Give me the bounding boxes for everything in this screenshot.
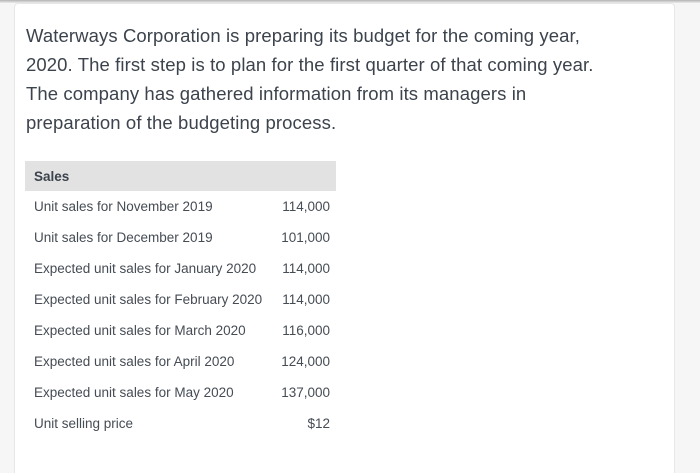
sales-table-header: Sales — [25, 161, 336, 191]
row-label: Expected unit sales for January 2020 — [34, 261, 257, 276]
row-value: 114,000 — [282, 199, 330, 214]
intro-line: preparation of the budgeting process. — [26, 112, 337, 133]
intro-line: 2020. The first step is to plan for the … — [26, 54, 594, 75]
row-value: 124,000 — [281, 354, 330, 369]
table-row: Expected unit sales for February 2020 11… — [25, 284, 336, 315]
window-top-border — [0, 0, 700, 3]
row-value: 114,000 — [282, 292, 330, 307]
sales-table-header-label: Sales — [34, 168, 70, 184]
row-value: 137,000 — [281, 385, 330, 400]
row-label: Unit sales for December 2019 — [34, 230, 213, 245]
row-label: Expected unit sales for March 2020 — [34, 323, 246, 338]
row-value: 114,000 — [282, 261, 330, 276]
row-value: $12 — [307, 416, 330, 431]
table-row: Unit sales for December 2019 101,000 — [25, 222, 336, 253]
row-label: Expected unit sales for May 2020 — [34, 385, 234, 400]
row-label: Expected unit sales for February 2020 — [34, 292, 263, 307]
table-row: Unit selling price $12 — [25, 408, 336, 439]
row-label: Unit selling price — [34, 416, 134, 431]
table-row: Unit sales for November 2019 114,000 — [25, 191, 336, 222]
table-row: Expected unit sales for January 2020 114… — [25, 253, 336, 284]
table-row: Expected unit sales for April 2020 124,0… — [25, 346, 336, 377]
problem-card: Waterways Corporation is preparing its b… — [14, 3, 675, 473]
intro-line: The company has gathered information fro… — [26, 83, 527, 104]
sales-table: Sales Unit sales for November 2019 114,0… — [25, 161, 336, 439]
intro-paragraph: Waterways Corporation is preparing its b… — [26, 21, 674, 137]
table-row: Expected unit sales for March 2020 116,0… — [25, 315, 336, 346]
intro-line: Waterways Corporation is preparing its b… — [26, 25, 580, 46]
row-label: Unit sales for November 2019 — [34, 199, 213, 214]
row-value: 116,000 — [282, 323, 330, 338]
table-row: Expected unit sales for May 2020 137,000 — [25, 377, 336, 408]
row-value: 101,000 — [281, 230, 330, 245]
row-label: Expected unit sales for April 2020 — [34, 354, 235, 369]
